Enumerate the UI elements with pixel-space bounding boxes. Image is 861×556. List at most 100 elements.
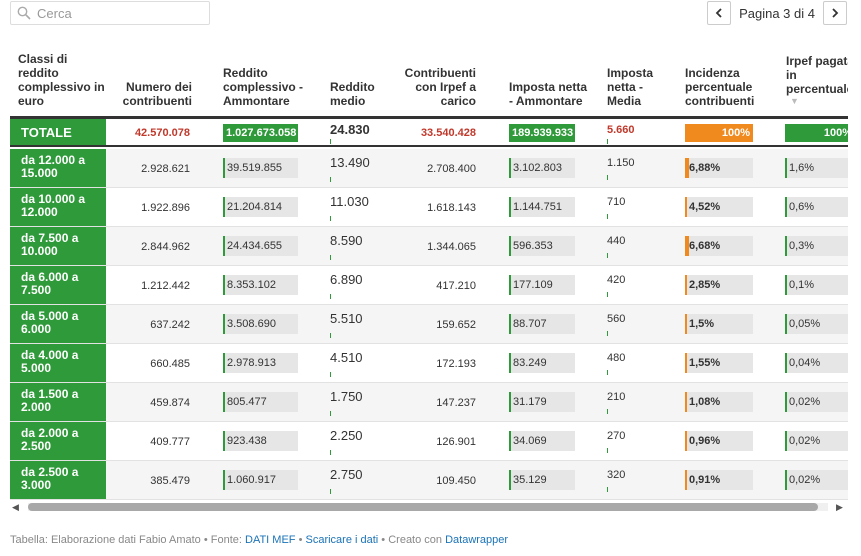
row-reddito-amm: 923.438: [227, 435, 267, 447]
row-contribuenti-irpef: 417.210: [436, 280, 476, 292]
sort-arrow-icon[interactable]: ▼: [790, 96, 799, 106]
row-label: da 2.500 a 3.000: [10, 461, 106, 499]
incidenza-fill: [685, 197, 687, 217]
row-irpef-pct: 0,04%: [789, 357, 821, 369]
scroll-thumb[interactable]: [28, 503, 818, 511]
row-reddito-medio: 8.590: [330, 233, 363, 248]
bar-lead: [223, 314, 225, 334]
header-imposta-media[interactable]: Imposta netta - Media: [607, 66, 654, 108]
row-reddito-amm-bar: 805.477: [223, 392, 298, 412]
row-imposta-amm-bar: 83.249: [509, 353, 575, 373]
table-row: da 5.000 a 6.000 637.242 3.508.690 5.510 159…: [10, 305, 848, 344]
total-numero: 42.570.078: [134, 127, 190, 139]
download-link[interactable]: Scaricare i dati: [305, 534, 379, 546]
bar-lead: [223, 392, 225, 412]
row-irpef-bar: 0,02%: [785, 431, 848, 451]
scroll-right-icon[interactable]: ▶: [836, 502, 843, 512]
bar-lead: [509, 275, 511, 295]
row-imposta-amm-bar: 34.069: [509, 431, 575, 451]
header-reddito-amm[interactable]: Reddito complessivo - Ammontare: [223, 66, 304, 108]
bar-lead: [509, 236, 511, 256]
row-label: da 6.000 a 7.500: [10, 266, 106, 304]
row-media-tick: [607, 331, 608, 336]
table-row: da 1.500 a 2.000 459.874 805.477 1.750 147.2…: [10, 383, 848, 422]
row-imposta-amm-bar: 88.707: [509, 314, 575, 334]
row-reddito-medio: 13.490: [330, 155, 370, 170]
row-irpef-pct: 0,02%: [789, 396, 821, 408]
row-imposta-media: 420: [607, 274, 626, 286]
source-link[interactable]: DATI MEF: [245, 534, 296, 546]
row-incidenza: 1,55%: [689, 357, 721, 369]
row-media-tick: [607, 448, 608, 453]
row-media-tick: [607, 214, 608, 219]
header-incidenza[interactable]: Incidenza percentuale contribuenti: [685, 66, 755, 108]
total-reddito-amm: 1.027.673.058: [223, 124, 298, 142]
chevron-right-icon: [832, 8, 839, 18]
header-imposta-amm[interactable]: Imposta netta - Ammontare: [509, 80, 588, 108]
bar-lead: [785, 236, 787, 256]
header-contribuenti-irpef[interactable]: Contribuenti con Irpef a carico: [404, 66, 476, 108]
bar-lead: [785, 158, 787, 178]
bar-lead: [509, 353, 511, 373]
footer: Tabella: Elaborazione dati Fabio Amato •…: [10, 534, 508, 546]
table-row: da 2.500 a 3.000 385.479 1.060.917 2.750 109…: [10, 461, 848, 500]
header-classi[interactable]: Classi di reddito complessivo in euro: [18, 52, 105, 108]
next-page-button[interactable]: [823, 1, 847, 25]
incidenza-fill: [685, 275, 687, 295]
total-row: TOTALE 42.570.078 1.027.673.058 24.830 3…: [10, 119, 848, 147]
row-irpef-bar: 0,6%: [785, 197, 848, 217]
header-divider: [10, 116, 848, 119]
row-imposta-media: 440: [607, 235, 626, 247]
bar-lead: [509, 158, 511, 178]
row-label: da 1.500 a 2.000: [10, 383, 106, 421]
row-numero: 385.479: [150, 475, 190, 487]
row-imposta-media: 560: [607, 313, 626, 325]
row-reddito-amm: 8.353.102: [227, 279, 276, 291]
row-media-tick: [607, 409, 608, 414]
total-imposta-amm: 189.939.933: [509, 124, 575, 142]
row-irpef-pct: 0,02%: [789, 474, 821, 486]
horizontal-scrollbar[interactable]: ◀ ▶: [10, 500, 848, 514]
row-reddito-medio: 5.510: [330, 311, 363, 326]
row-incidenza-bar: 1,08%: [685, 392, 753, 412]
row-imposta-amm: 35.129: [513, 474, 547, 486]
row-contribuenti-irpef: 159.652: [436, 319, 476, 331]
row-reddito-amm: 39.519.855: [227, 162, 283, 174]
row-media-tick: [607, 175, 608, 180]
row-incidenza: 4,52%: [689, 201, 721, 213]
row-contribuenti-irpef: 147.237: [436, 397, 476, 409]
bar-lead: [509, 431, 511, 451]
prev-page-button[interactable]: [707, 1, 732, 25]
row-contribuenti-irpef: 109.450: [436, 475, 476, 487]
row-label: da 2.000 a 2.500: [10, 422, 106, 460]
table-row: da 7.500 a 10.000 2.844.962 24.434.655 8.59…: [10, 227, 848, 266]
header-reddito-medio[interactable]: Reddito medio: [330, 80, 375, 108]
header-numero[interactable]: Numero dei contribuenti: [122, 80, 192, 108]
scroll-left-icon[interactable]: ◀: [12, 502, 19, 512]
row-incidenza: 0,91%: [689, 474, 721, 486]
table-row: da 2.000 a 2.500 409.777 923.438 2.250 126.9…: [10, 422, 848, 461]
row-imposta-amm-bar: 35.129: [509, 470, 575, 490]
row-medio-tick: [330, 450, 331, 455]
toolbar: Pagina 3 di 4: [0, 0, 861, 26]
search-input[interactable]: [37, 4, 205, 22]
row-reddito-amm: 24.434.655: [227, 240, 283, 252]
search-box[interactable]: [10, 1, 210, 25]
page-indicator: Pagina 3 di 4: [739, 5, 815, 21]
bar-lead: [785, 392, 787, 412]
row-imposta-amm: 31.179: [513, 396, 547, 408]
row-medio-tick: [330, 489, 331, 494]
row-incidenza-bar: 6,68%: [685, 236, 753, 256]
header-irpef-pct[interactable]: Irpef pagata in percentuale: [786, 54, 848, 96]
table-row: da 10.000 a 12.000 1.922.896 21.204.814 11.…: [10, 188, 848, 227]
row-label: da 12.000 a 15.000: [10, 149, 106, 187]
table-header: Classi di reddito complessivo in euro Nu…: [10, 50, 848, 116]
row-imposta-media: 320: [607, 469, 626, 481]
row-irpef-bar: 1,6%: [785, 158, 848, 178]
row-incidenza: 2,85%: [689, 279, 721, 291]
row-incidenza-bar: 2,85%: [685, 275, 753, 295]
datawrapper-link[interactable]: Datawrapper: [445, 534, 509, 546]
row-irpef-pct: 0,3%: [789, 240, 815, 252]
bar-lead: [785, 353, 787, 373]
incidenza-fill: [685, 392, 687, 412]
